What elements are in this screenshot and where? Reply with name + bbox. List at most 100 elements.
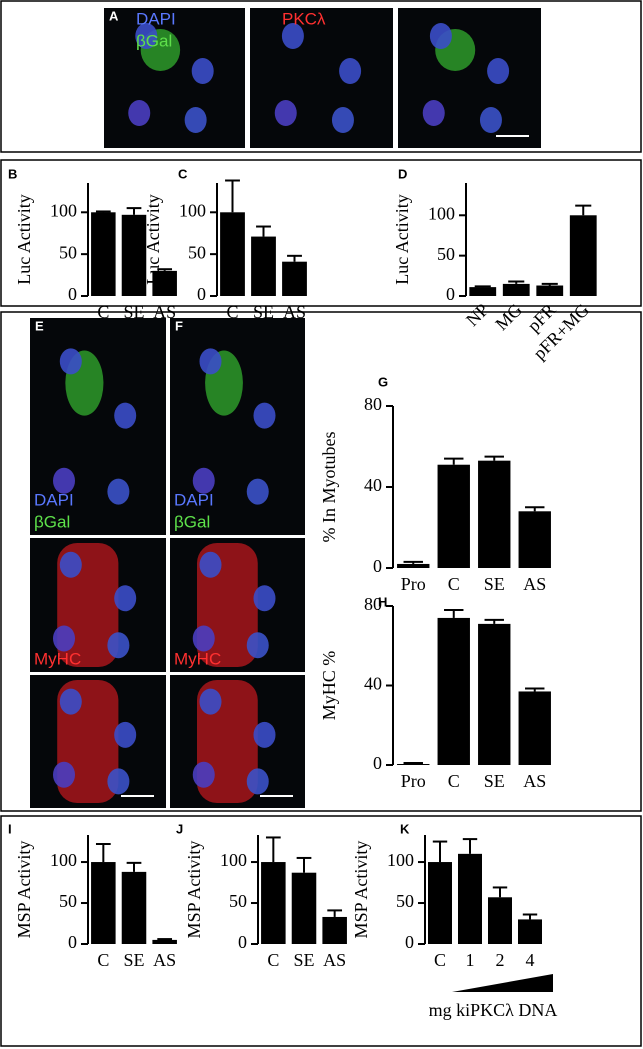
stain-label: MyHC	[174, 649, 221, 668]
nucleus	[281, 23, 304, 49]
y-tick-label: 100	[428, 203, 455, 223]
x-tick-label: C	[448, 574, 460, 594]
y-tick-label: 50	[59, 891, 77, 911]
x-axis-label: mg kiPKCλ DNA	[429, 1000, 558, 1020]
x-tick-label: C	[434, 950, 446, 970]
y-tick-label: 40	[364, 475, 382, 495]
micrograph	[398, 8, 541, 148]
bar	[152, 939, 177, 944]
stain-label: DAPI	[136, 9, 176, 28]
bar	[478, 623, 511, 765]
y-axis-label: MyHC %	[319, 651, 339, 721]
panel-frame	[0, 0, 642, 153]
stain-label: βGal	[136, 31, 172, 50]
panel-letter: A	[109, 8, 119, 23]
y-axis-label: MSP Activity	[14, 841, 34, 939]
bar	[518, 691, 551, 765]
x-tick-label: AS	[523, 574, 546, 594]
nucleus	[59, 551, 82, 578]
x-tick-label: AS	[153, 950, 176, 970]
x-tick-label: C	[97, 950, 109, 970]
panel-letter: E	[35, 318, 44, 333]
y-tick-label: 0	[68, 284, 77, 304]
bar	[91, 212, 116, 296]
y-tick-label: 0	[238, 932, 247, 952]
nucleus	[114, 402, 137, 429]
y-tick-label: 0	[405, 932, 414, 952]
y-tick-label: 0	[68, 932, 77, 952]
nucleus	[53, 761, 75, 788]
nucleus	[107, 478, 130, 505]
bar	[322, 916, 347, 944]
bar	[91, 862, 116, 944]
nucleus	[192, 761, 215, 788]
panel-letter: G	[378, 374, 388, 389]
x-tick-label: SE	[253, 302, 274, 322]
y-tick-label: 0	[373, 556, 382, 576]
x-tick-label: AS	[283, 302, 306, 322]
x-tick-label: C	[267, 950, 279, 970]
bar	[397, 764, 430, 765]
nucleus	[59, 348, 82, 375]
x-tick-label: SE	[293, 950, 314, 970]
y-tick-label: 50	[229, 891, 247, 911]
y-axis-label: Luc Activity	[392, 194, 412, 284]
micrograph	[104, 8, 245, 148]
bar	[518, 919, 542, 944]
y-tick-label: 50	[437, 244, 455, 264]
nucleus	[107, 632, 130, 659]
y-tick-label: 0	[446, 284, 455, 304]
y-axis-label: Luc Activity	[143, 194, 163, 284]
x-tick-label: SE	[123, 950, 144, 970]
y-tick-label: 100	[387, 850, 414, 870]
bar	[437, 464, 470, 568]
nucleus	[274, 100, 297, 126]
x-tick-label: MG	[491, 300, 526, 335]
bar	[502, 283, 530, 296]
panel-letter: K	[400, 821, 410, 836]
dose-wedge	[452, 974, 553, 992]
x-tick-label: C	[97, 302, 109, 322]
bar	[261, 862, 286, 944]
nucleus	[114, 721, 137, 748]
x-tick-label: 2	[496, 950, 505, 970]
bar	[428, 862, 452, 944]
y-axis-label: % In Myotubes	[319, 432, 339, 543]
bar	[282, 261, 307, 296]
y-tick-label: 0	[197, 284, 206, 304]
bar	[152, 270, 177, 296]
y-axis-label: Luc Activity	[14, 194, 34, 284]
nucleus	[59, 688, 82, 715]
bar	[518, 511, 551, 568]
bar	[437, 617, 470, 765]
x-tick-label: NP	[462, 300, 492, 330]
stain-label: PKCλ	[282, 9, 326, 28]
bar	[121, 871, 147, 944]
y-tick-label: 80	[364, 594, 382, 614]
nucleus	[199, 688, 222, 715]
nucleus	[246, 632, 269, 659]
bar	[488, 897, 512, 944]
bar	[536, 285, 564, 296]
nucleus	[253, 585, 276, 612]
nucleus	[192, 625, 215, 652]
nucleus	[246, 768, 269, 795]
stain-label: βGal	[174, 512, 210, 531]
nucleus	[199, 348, 222, 375]
nucleus	[487, 58, 510, 84]
x-tick-label: SE	[484, 771, 505, 791]
nucleus	[191, 58, 214, 84]
x-tick-label: C	[226, 302, 238, 322]
bar	[121, 214, 147, 296]
panel-frame	[0, 311, 642, 812]
y-tick-label: 100	[179, 200, 206, 220]
nucleus	[53, 625, 75, 652]
nucleus	[246, 478, 269, 505]
panel-letter: D	[398, 166, 407, 181]
y-tick-label: 80	[364, 394, 382, 414]
bar	[478, 460, 511, 568]
panel-letter: C	[178, 166, 188, 181]
nucleus	[479, 107, 502, 133]
y-tick-label: 100	[220, 850, 247, 870]
